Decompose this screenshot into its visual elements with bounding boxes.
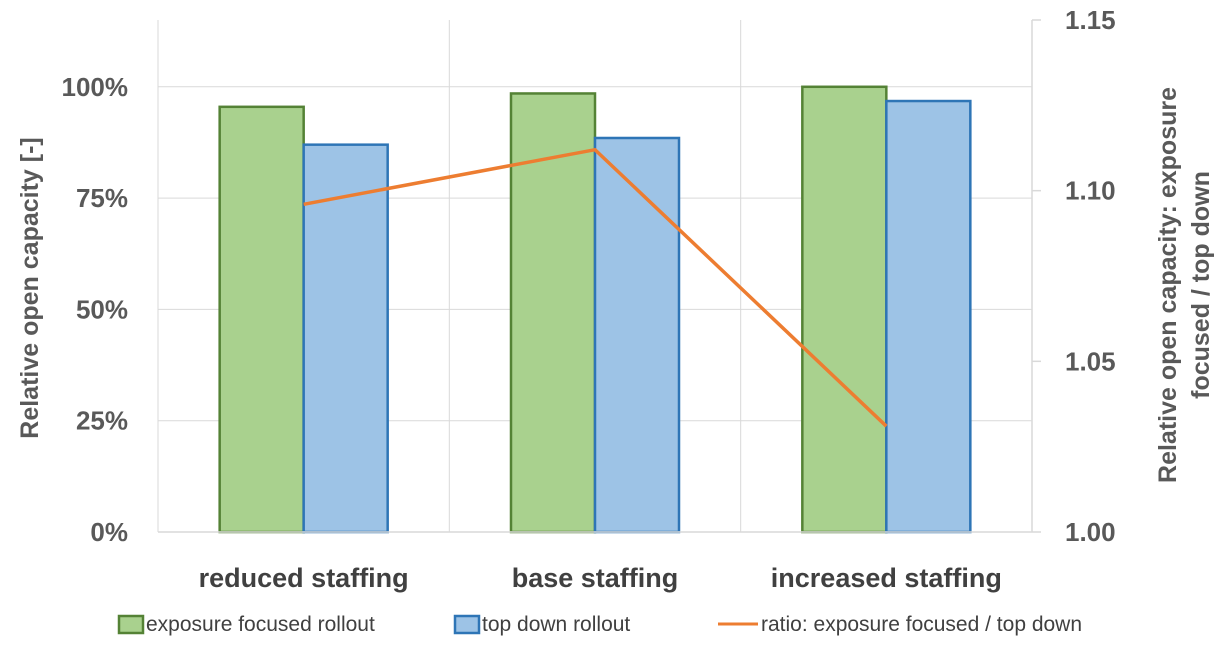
- legend-swatch: [117, 614, 145, 635]
- y2-tick-label: 1.00: [1065, 517, 1116, 547]
- legend-item: ratio: exposure focused / top down: [718, 613, 1082, 636]
- y2-tick-label: 1.05: [1065, 346, 1116, 376]
- ratio-line-layer: [303, 147, 888, 428]
- y-axis-title: Relative open capacity [-]: [16, 137, 44, 438]
- y-tick-label: 100%: [62, 72, 129, 102]
- ratio-line: [303, 147, 888, 428]
- y-tick-label: 75%: [76, 183, 128, 213]
- y2-axis-title-line1: Relative open capacity: exposure: [1154, 87, 1182, 483]
- legend-swatch: [453, 614, 481, 635]
- bars: [218, 85, 972, 534]
- bar-exposure-focused-2: [801, 85, 888, 534]
- bar-top-down-0: [302, 143, 389, 534]
- axes: [158, 19, 1041, 533]
- legend: exposure focused rollout top down rollout…: [117, 613, 1082, 636]
- x-category-label: increased staffing: [771, 563, 1002, 593]
- y2-tick-label: 1.15: [1065, 5, 1116, 35]
- bar-exposure-focused-0: [218, 105, 305, 534]
- legend-label: top down rollout: [482, 613, 630, 636]
- legend-label: ratio: exposure focused / top down: [761, 613, 1082, 636]
- y-tick-label: 50%: [76, 294, 128, 324]
- right-axis-ticks: 1.00 1.05 1.10 1.15: [1065, 5, 1116, 547]
- category-labels: reduced staffing base staffing increased s…: [199, 563, 1002, 593]
- y2-tick-label: 1.10: [1065, 176, 1116, 206]
- bar-top-down-1: [593, 136, 681, 534]
- y-tick-label: 25%: [76, 406, 128, 436]
- legend-label: exposure focused rollout: [146, 613, 375, 636]
- y-tick-label: 0%: [90, 517, 128, 547]
- y2-axis-title: Relative open capacity: exposure focused…: [1154, 87, 1215, 483]
- y2-axis-title-line2: focused / top down: [1187, 171, 1215, 399]
- left-axis-ticks: 0% 25% 50% 75% 100%: [62, 72, 129, 547]
- legend-item: exposure focused rollout: [117, 613, 375, 636]
- x-category-label: reduced staffing: [199, 563, 409, 593]
- bar-top-down-2: [885, 99, 972, 534]
- x-category-label: base staffing: [512, 563, 679, 593]
- legend-item: top down rollout: [453, 613, 630, 636]
